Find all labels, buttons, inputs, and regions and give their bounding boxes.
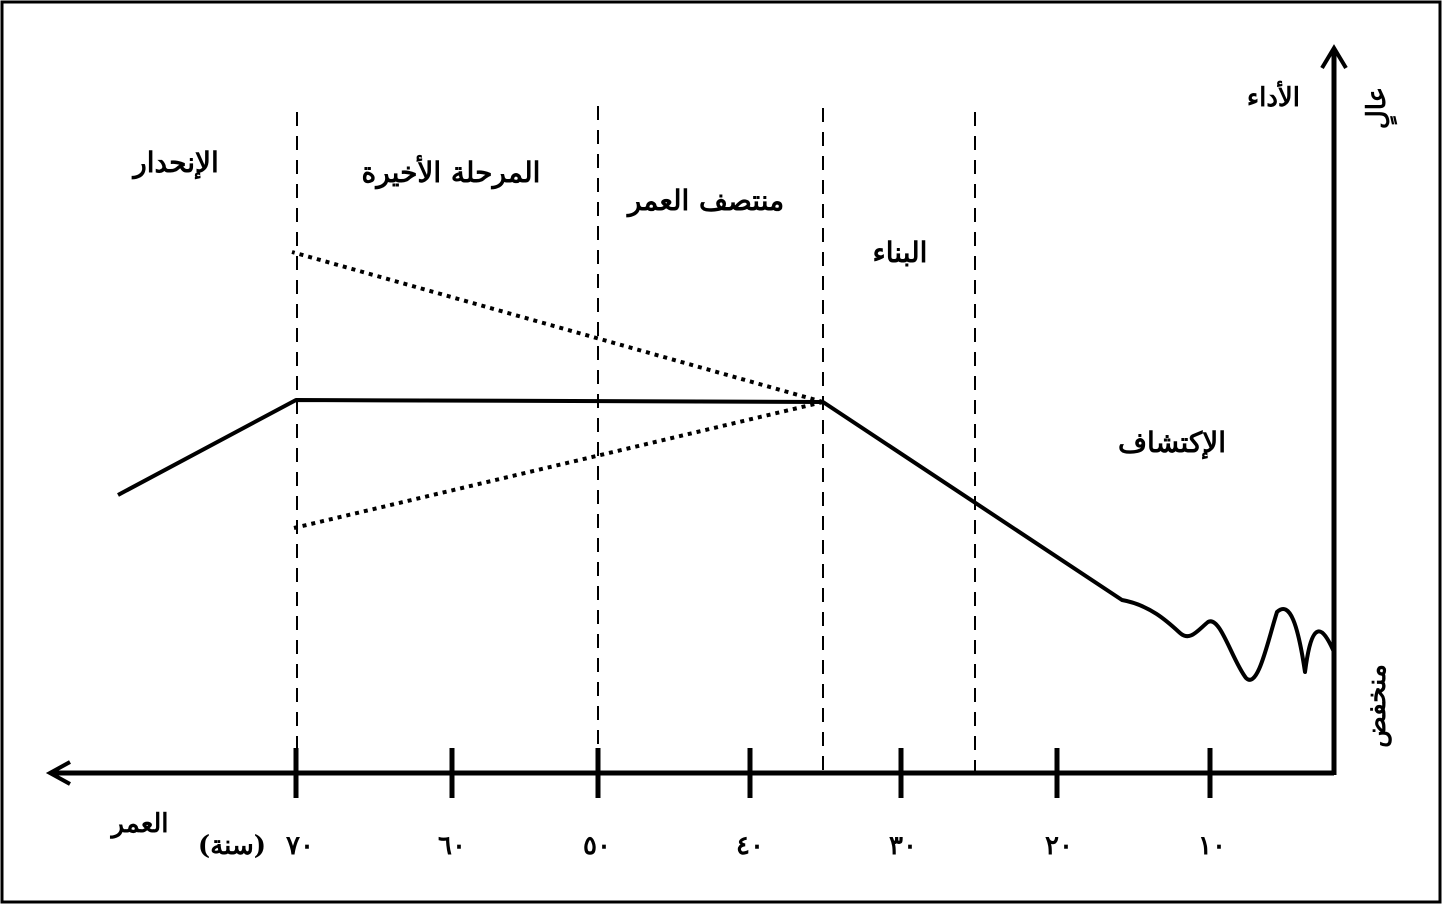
tick-label-50: ٥٠ bbox=[583, 831, 611, 861]
y-axis-arrow-icon bbox=[1320, 44, 1348, 70]
phase-dividers bbox=[296, 106, 976, 775]
dotted-lower-trajectory bbox=[293, 400, 824, 530]
tick-label-70: ٧٠ bbox=[285, 831, 314, 861]
tick-label-60: ٦٠ bbox=[438, 831, 466, 861]
x-axis-arrow-icon bbox=[45, 760, 71, 786]
phase-label-exploration: الإكتشاف bbox=[1118, 426, 1226, 460]
dotted-upper-trajectory bbox=[291, 250, 824, 404]
x-axis-unit: (سنة) bbox=[198, 831, 266, 861]
phase-label-late: المرحلة الأخيرة bbox=[362, 155, 541, 190]
phase-label-midcareer: منتصف العمر bbox=[626, 184, 784, 218]
x-axis-title: العمر bbox=[109, 809, 168, 839]
y-axis-title: الأداء bbox=[1247, 80, 1300, 113]
phase-label-building: البناء bbox=[873, 236, 928, 269]
performance-curve bbox=[117, 398, 1336, 682]
phase-label-decline: الإنحدار bbox=[131, 146, 219, 180]
tick-label-10: ١٠ bbox=[1198, 831, 1226, 861]
y-axis-low-label: منخفض bbox=[1362, 664, 1392, 748]
tick-label-40: ٤٠ bbox=[736, 831, 764, 861]
y-axis-high-label: عالٍ bbox=[1362, 87, 1398, 129]
tick-label-20: ٢٠ bbox=[1045, 831, 1073, 861]
tick-label-30: ٣٠ bbox=[889, 831, 917, 861]
